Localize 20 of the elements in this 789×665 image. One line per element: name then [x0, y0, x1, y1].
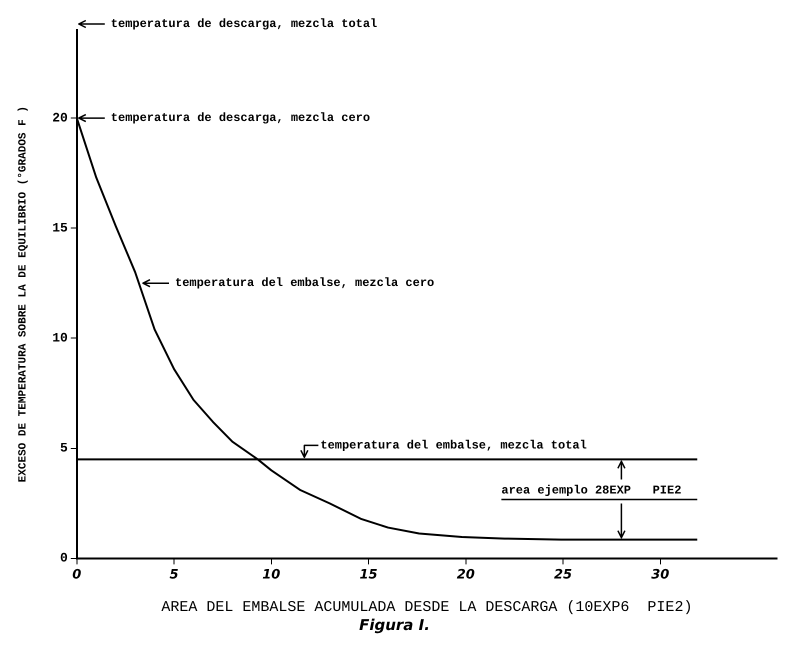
annotation: area ejemplo 28EXP PIE2 [501, 484, 682, 498]
y-tick-label: 5 [60, 440, 68, 456]
y-tick-label: 20 [52, 110, 68, 126]
x-tick-label: 0 [72, 568, 82, 583]
x-tick-label: 10 [262, 568, 280, 583]
annotation: temperatura del embalse, mezcla total [320, 438, 587, 452]
x-tick-label: 20 [456, 568, 475, 583]
x-tick-label: 5 [170, 568, 179, 583]
y-tick-label: 0 [60, 550, 68, 566]
y-tick-label: 10 [52, 330, 68, 346]
text: Figura I. [358, 616, 431, 634]
y-axis-title: EXCESO DE TEMPERATURA SOBRE LA DE EQUILIBRIO (°GRADOS F ) [17, 106, 30, 482]
x-tick-label: 25 [554, 568, 572, 583]
annotation: temperatura del embalse, mezcla cero [174, 276, 434, 290]
annotation: temperatura de descarga, mezcla cero [110, 111, 370, 126]
y-tick-label: 15 [52, 220, 68, 236]
x-axis-title: AREA DEL EMBALSE ACUMULADA DESDE LA DESCARGA (10EXP6 PIE2) [161, 598, 692, 616]
annotation: temperatura de descarga, mezcla total [110, 17, 378, 32]
x-tick-label: 30 [651, 568, 670, 583]
x-tick-label: 15 [360, 568, 378, 583]
